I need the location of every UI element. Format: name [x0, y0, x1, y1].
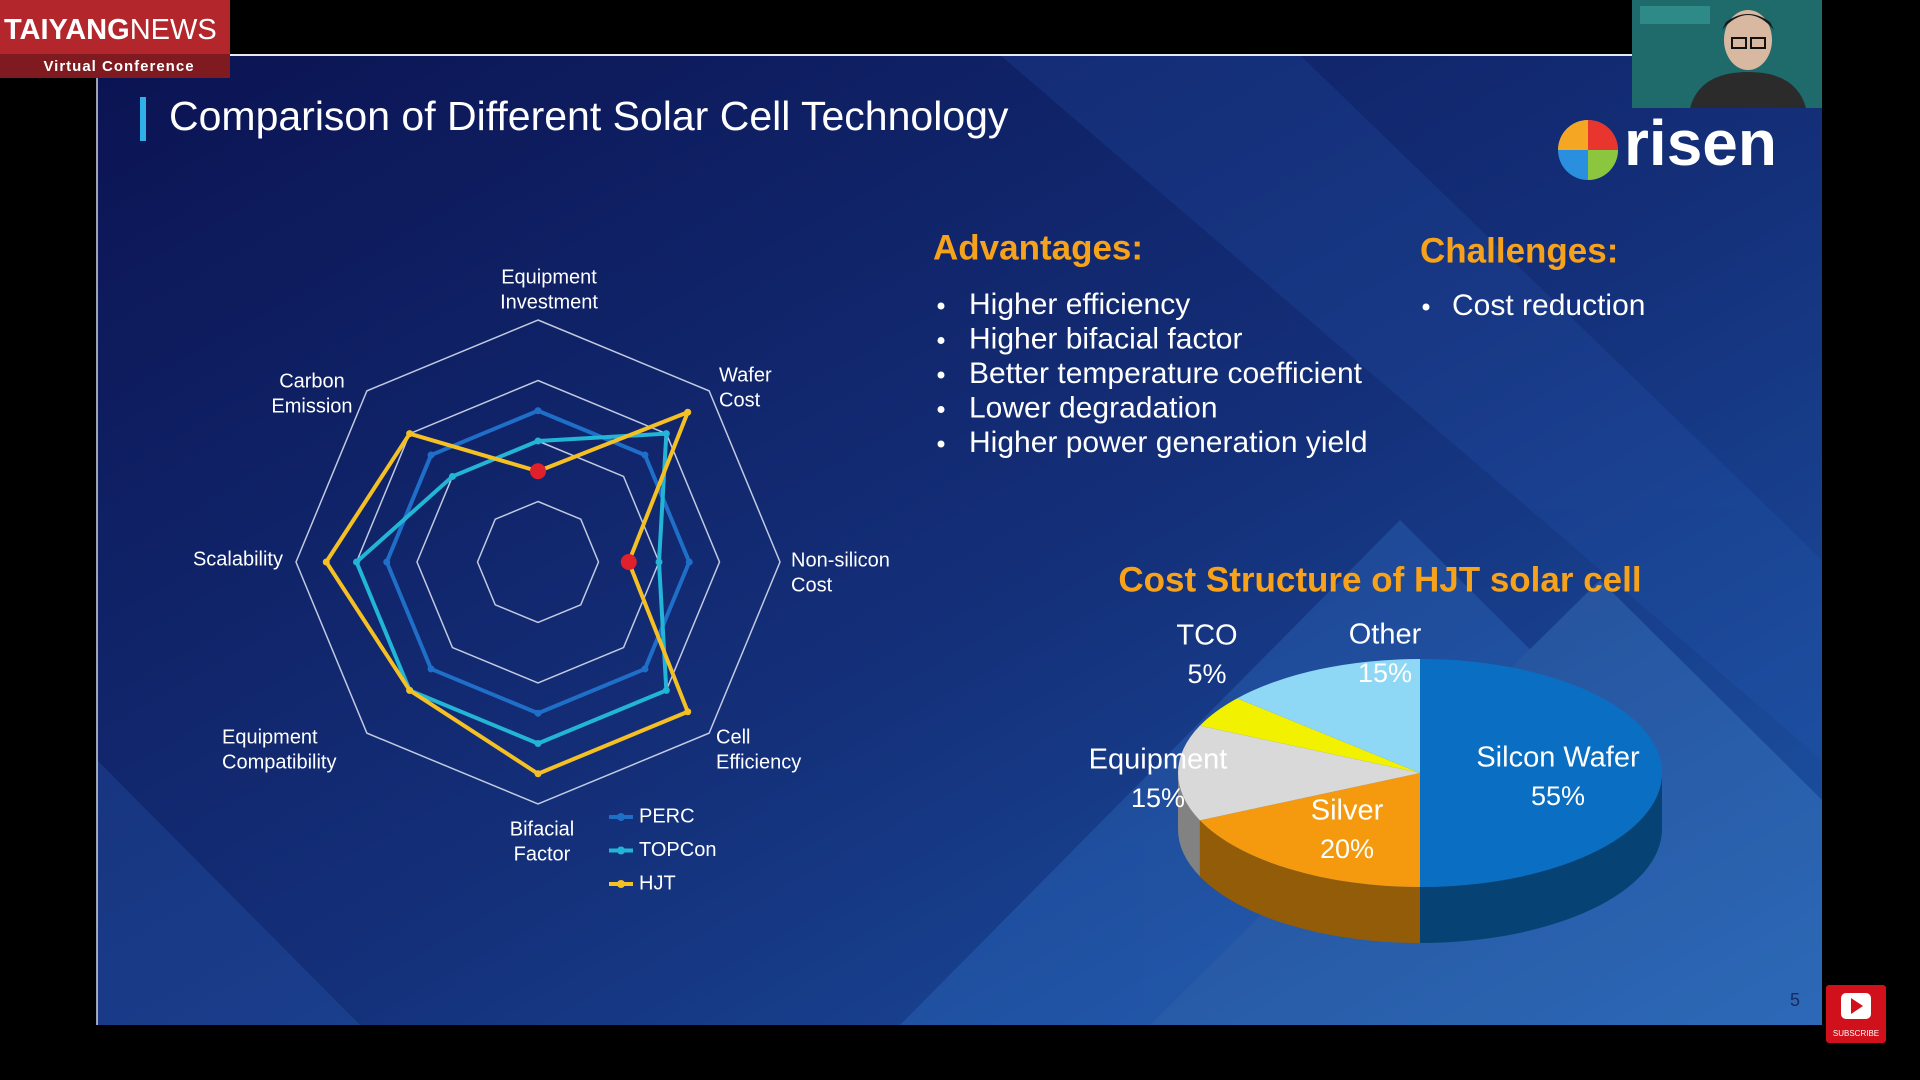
pie-label: Equipment — [1089, 744, 1228, 776]
radar-point — [427, 451, 435, 459]
advantage-item: Lower degradation — [969, 391, 1218, 424]
challenge-item: Cost reduction — [1452, 289, 1645, 322]
radar-point — [655, 558, 663, 566]
pie-slice — [1420, 659, 1662, 887]
legend-label: PERC — [639, 805, 695, 827]
pie-title: Cost Structure of HJT solar cell — [1118, 560, 1641, 599]
pie-value-label: 20% — [1320, 834, 1374, 864]
advantage-item: Higher efficiency — [969, 288, 1190, 321]
axis-label: Factor — [514, 843, 571, 865]
radar-ring — [295, 319, 781, 805]
bullet — [937, 406, 945, 413]
axis-label: Bifacial — [510, 818, 574, 840]
axis-label: Wafer — [719, 364, 772, 386]
axis-label: Equipment — [501, 266, 597, 288]
challenges-list: Cost reduction — [1422, 289, 1645, 322]
pie-side — [1199, 820, 1420, 943]
pie-side — [1178, 773, 1200, 877]
pie-slice — [1237, 659, 1420, 773]
pie-label: Silcon Wafer — [1476, 742, 1640, 774]
radar-point — [662, 686, 670, 694]
title-accent — [140, 97, 146, 141]
axis-label: Cost — [719, 389, 761, 411]
axis-label: Emission — [271, 395, 352, 417]
advantage-item: Higher bifacial factor — [969, 322, 1242, 355]
bullet — [1422, 303, 1430, 311]
brand-bold: TAIYANG — [4, 14, 130, 46]
radar-point — [662, 430, 670, 438]
webcam — [1632, 0, 1822, 108]
axis-label: Carbon — [279, 370, 345, 392]
brand-band — [0, 54, 230, 78]
radar-point — [534, 770, 542, 778]
legend-dot — [617, 880, 625, 888]
pie-label: Silver — [1311, 795, 1384, 827]
subscribe-label: SUBSCRIBE — [1833, 1029, 1879, 1038]
pie-slice — [1178, 725, 1420, 821]
pie-label: Other — [1349, 619, 1422, 651]
pie-slice — [1199, 698, 1420, 773]
axis-label: Cell — [716, 726, 750, 748]
pie-label: TCO — [1176, 620, 1237, 652]
pie-value-label: 15% — [1131, 783, 1185, 813]
advantage-item: Better temperature coefficient — [969, 357, 1363, 390]
radar-point — [641, 665, 649, 673]
pie-value-label: 5% — [1187, 659, 1226, 689]
axis-label: Efficiency — [716, 751, 801, 773]
radar-point — [684, 408, 692, 416]
radar-point — [406, 686, 414, 694]
radar-point — [383, 558, 391, 566]
axis-label: Scalability — [193, 548, 283, 570]
subscribe-button[interactable]: SUBSCRIBE — [1826, 985, 1886, 1043]
radar-point — [534, 437, 542, 445]
highlight-dot — [620, 554, 637, 570]
advantages-title: Advantages: — [933, 228, 1143, 267]
radar-point — [406, 430, 414, 438]
radar-ring — [476, 500, 600, 624]
radar-point — [427, 665, 435, 673]
radar-point — [353, 558, 360, 566]
legend-dot — [617, 846, 625, 855]
radar-point — [448, 472, 456, 480]
page-number: 5 — [1790, 990, 1800, 1010]
legend-label: TOPCon — [639, 839, 716, 861]
axis-label: Compatibility — [222, 751, 336, 773]
pie-value-label: 15% — [1358, 658, 1412, 688]
axis-label: Cost — [791, 574, 833, 596]
brand: TAIYANGNEWS — [4, 14, 217, 46]
radar-point — [641, 451, 649, 459]
charts: Equipment Investment Wafer Cost Non-silicon C… — [193, 266, 1662, 943]
logo-text: risen — [1624, 107, 1777, 179]
challenges-title: Challenges: — [1420, 231, 1618, 270]
pie-side — [1420, 773, 1662, 943]
legend-label: HJT — [639, 872, 676, 894]
bullet — [937, 337, 945, 344]
advantage-item: Higher power generation yield — [969, 426, 1368, 459]
slide-title: Comparison of Different Solar Cell Techn… — [169, 93, 1009, 139]
brand-light: NEWS — [130, 14, 217, 46]
bullet — [937, 440, 945, 448]
legend-dot — [617, 813, 625, 821]
axis-label: Equipment — [222, 726, 318, 748]
pie-slice — [1199, 773, 1420, 887]
radar-point — [534, 740, 542, 747]
brand-subtitle: Virtual Conference — [43, 58, 194, 75]
axis-label: Investment — [500, 291, 598, 313]
radar-point — [322, 558, 330, 566]
radar-point — [534, 709, 542, 717]
axis-label: Non-silicon — [791, 549, 890, 571]
radar-point — [684, 708, 692, 716]
bullet — [937, 371, 945, 379]
pie-value-label: 55% — [1531, 781, 1585, 811]
radar-ring — [416, 440, 660, 684]
radar-point — [534, 407, 542, 415]
highlight-dot — [530, 463, 546, 480]
risen-logo: risen — [1558, 107, 1777, 180]
bullet — [937, 302, 945, 310]
radar-point — [685, 558, 693, 566]
